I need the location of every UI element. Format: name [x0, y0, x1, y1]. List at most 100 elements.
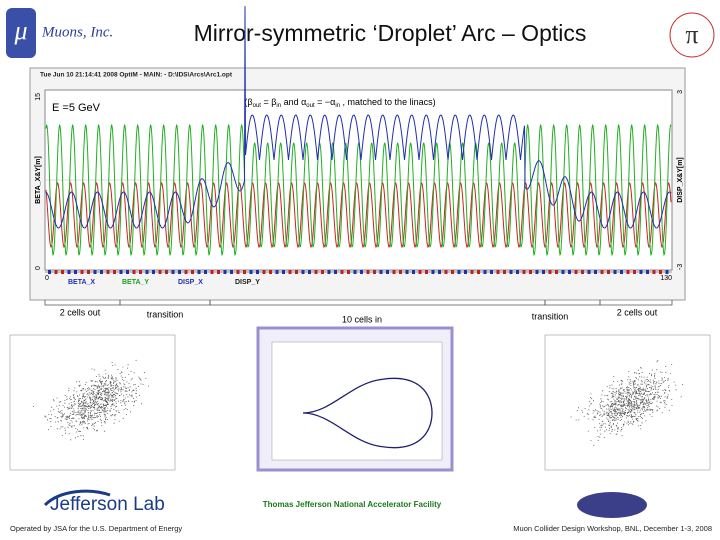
section-label: transition [532, 311, 569, 321]
magnet [139, 270, 142, 274]
magnet [80, 270, 84, 274]
magnet [230, 270, 233, 274]
magnet [152, 270, 155, 274]
left-axis-label: BETA_X&Y[m] [35, 156, 42, 204]
magnet [373, 270, 376, 274]
magnet [48, 270, 51, 274]
magnet [561, 270, 565, 274]
magnet [542, 270, 545, 274]
company: Muons, Inc. [41, 24, 113, 40]
magnet [282, 270, 285, 274]
magnet [516, 270, 519, 274]
magnet [217, 270, 220, 274]
note-sub: out [306, 103, 315, 109]
bracket [599, 300, 673, 306]
phase-plot-right [544, 334, 711, 471]
optics-curves [45, 6, 672, 256]
magnet [178, 270, 181, 274]
magnet [633, 270, 636, 274]
magnet [405, 270, 409, 274]
magnet [425, 270, 428, 274]
magnet [353, 270, 357, 274]
magnet [184, 270, 188, 274]
magnet [100, 270, 103, 274]
magnet [334, 270, 337, 274]
magnet [646, 270, 649, 274]
note-part: and α [281, 97, 306, 107]
magnet [399, 270, 402, 274]
plot-header: Tue Jun 10 21:14:41 2008 OptiM - MAIN: -… [40, 72, 233, 79]
magnet [607, 270, 610, 274]
legend-item: DISP_X [178, 279, 203, 286]
magnet [347, 270, 350, 274]
magnet [652, 270, 656, 274]
magnet [535, 270, 539, 274]
magnet [509, 270, 513, 274]
pi-symbol: π [685, 20, 698, 49]
section-label: 2 cells out [617, 307, 658, 317]
workshop: Muon Collider Design Workshop, BNL, Dece… [513, 524, 712, 533]
note-part: , matched to the linacs) [340, 97, 436, 107]
section-label: 10 cells in [342, 314, 382, 324]
magnet [243, 270, 246, 274]
magnet [587, 270, 591, 274]
magnet [659, 270, 662, 274]
slide-title: Mirror-symmetric ‘Droplet’ Arc – Optics [194, 20, 587, 46]
legend-item: DISP_Y [235, 279, 260, 286]
magnet [93, 270, 97, 274]
magnet [314, 270, 318, 274]
magnet [496, 270, 500, 274]
magnet [126, 270, 129, 274]
magnet [256, 270, 259, 274]
magnet [639, 270, 643, 274]
magnet [145, 270, 149, 274]
mu-symbol: μ [13, 16, 27, 45]
magnet [61, 270, 64, 274]
orbit-plot-area [271, 341, 443, 461]
magnet [470, 270, 474, 274]
magnet [438, 270, 441, 274]
magnet [412, 270, 415, 274]
energy: E =5 GeV [52, 102, 101, 114]
magnet [457, 270, 461, 274]
magnet [529, 270, 532, 274]
magnet [204, 270, 207, 274]
magnet [119, 270, 123, 274]
magnet [600, 270, 604, 274]
bottom-tick: 130 [660, 275, 672, 282]
magnet [106, 270, 110, 274]
right-tick: 3 [677, 90, 684, 94]
note-sub: in [276, 103, 281, 109]
magnet [262, 270, 266, 274]
workshop-logo [577, 492, 647, 518]
magnet [165, 270, 168, 274]
magnet [392, 270, 396, 274]
bracket [119, 300, 211, 306]
magnet [594, 270, 597, 274]
magnet [249, 270, 253, 274]
magnet [275, 270, 279, 274]
operated-by: Operated by JSA for the U.S. Department … [10, 524, 182, 533]
magnet [158, 270, 162, 274]
magnet [483, 270, 487, 274]
magnet [548, 270, 552, 274]
magnet [236, 270, 240, 274]
magnet [490, 270, 493, 274]
magnet [626, 270, 630, 274]
magnet [522, 270, 526, 274]
section-label: 2 cells out [60, 307, 101, 317]
magnet [503, 270, 506, 274]
magnet [295, 270, 298, 274]
magnet [210, 270, 214, 274]
muons-logo [6, 8, 36, 58]
magnet [464, 270, 467, 274]
bracket [44, 300, 121, 306]
note-sub: in [335, 103, 340, 109]
note-part: = −α [315, 97, 336, 107]
magnet [54, 270, 58, 274]
magnet [171, 270, 175, 274]
note: (βout = βin and αout = −αin , matched to… [244, 97, 435, 108]
right-tick: -3 [677, 264, 684, 270]
